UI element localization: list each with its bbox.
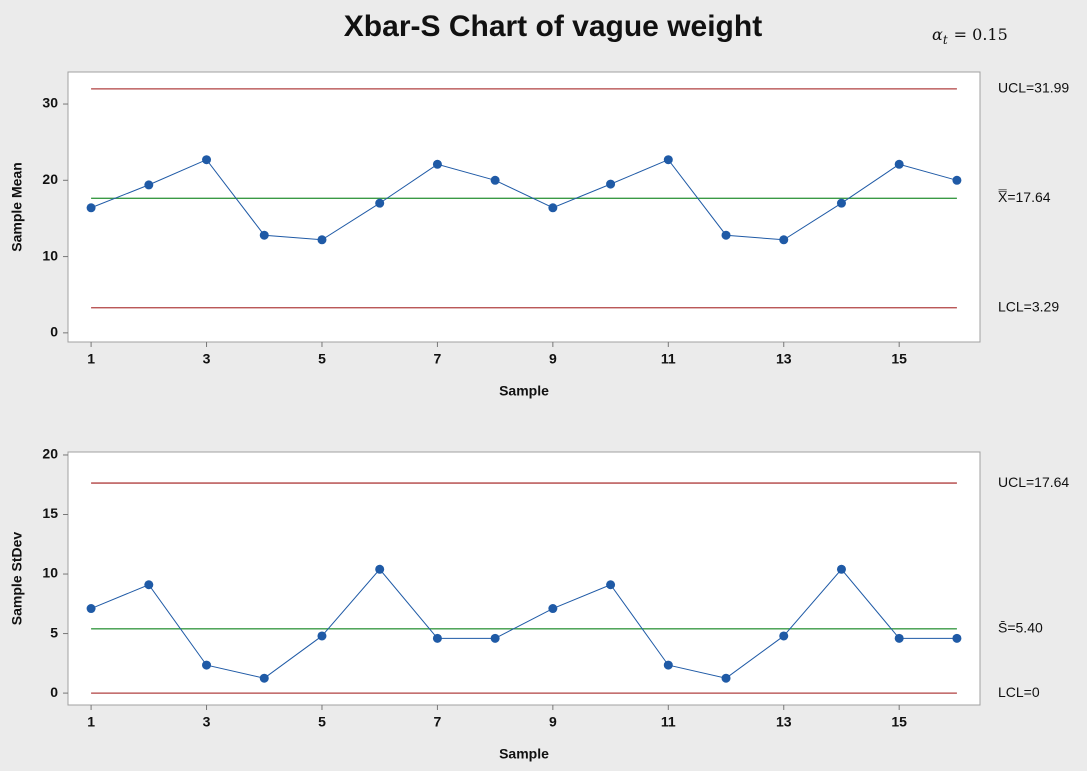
annotation-text: = 0.15 <box>954 25 1008 44</box>
data-point <box>490 633 500 643</box>
x-tick-label: 9 <box>549 714 557 730</box>
data-point <box>375 198 385 208</box>
control-limit-label: UCL=31.99 <box>998 80 1069 96</box>
x-tick-label: 3 <box>203 351 211 367</box>
data-point <box>548 604 558 614</box>
x-tick-label: 1 <box>87 714 95 730</box>
y-tick-label: 30 <box>42 95 58 111</box>
x-axis-label: Sample <box>499 746 549 762</box>
data-point <box>317 235 327 245</box>
annotation-symbol: α <box>932 25 943 44</box>
x-tick-label: 11 <box>661 714 676 730</box>
data-point <box>202 155 212 165</box>
data-point <box>144 580 154 590</box>
data-point <box>663 660 673 670</box>
data-point <box>836 198 846 208</box>
y-tick-label: 0 <box>50 684 58 700</box>
data-point <box>779 631 789 641</box>
x-tick-label: 5 <box>318 351 326 367</box>
data-point <box>490 175 500 185</box>
x-tick-label: 9 <box>549 351 557 367</box>
y-tick-label: 0 <box>50 324 58 340</box>
data-point <box>894 633 904 643</box>
control-limit-label: LCL=0 <box>998 684 1040 700</box>
y-axis-label: Sample StDev <box>9 532 25 626</box>
annotation-subscript: t <box>943 33 948 47</box>
x-tick-label: 15 <box>891 714 907 730</box>
y-tick-label: 5 <box>50 624 58 640</box>
x-tick-label: 13 <box>776 714 792 730</box>
data-point <box>259 673 269 683</box>
x-tick-label: 7 <box>434 351 442 367</box>
annotation: αt = 0.15 <box>932 25 1008 47</box>
data-point <box>663 155 673 165</box>
y-tick-label: 10 <box>42 565 58 581</box>
x-tick-label: 11 <box>661 351 676 367</box>
x-tick-label: 1 <box>87 351 95 367</box>
x-tick-label: 15 <box>891 351 907 367</box>
y-tick-label: 15 <box>42 505 58 521</box>
control-limit-label: S̄=5.40 <box>998 620 1043 636</box>
x-tick-label: 3 <box>203 714 211 730</box>
control-limit-label: X̿=17.64 <box>998 189 1051 205</box>
x-tick-label: 7 <box>434 714 442 730</box>
series-line <box>90 159 958 241</box>
data-point <box>779 235 789 245</box>
x-tick-label: 13 <box>776 351 792 367</box>
y-tick-label: 10 <box>42 247 58 263</box>
data-point <box>548 203 558 213</box>
data-point <box>432 159 442 169</box>
y-tick-label: 20 <box>42 446 58 462</box>
plot-area <box>67 451 981 706</box>
x-tick-label: 5 <box>318 714 326 730</box>
data-point <box>952 633 962 643</box>
data-point <box>606 179 616 189</box>
data-point <box>144 180 154 190</box>
y-tick-label: 20 <box>42 171 58 187</box>
data-point <box>894 159 904 169</box>
control-limit-label: LCL=3.29 <box>998 298 1059 314</box>
chart-title: Xbar-S Chart of vague weight <box>344 10 762 43</box>
data-point <box>721 230 731 240</box>
data-point <box>259 230 269 240</box>
data-point <box>836 564 846 574</box>
series-line <box>90 568 957 679</box>
y-axis-label: Sample Mean <box>9 162 25 251</box>
x-axis-label: Sample <box>499 383 549 399</box>
data-point <box>202 660 212 670</box>
data-point <box>86 604 96 614</box>
plot-area <box>67 71 981 343</box>
data-point <box>86 203 96 213</box>
data-point <box>432 633 442 643</box>
data-point <box>317 631 327 641</box>
data-point <box>952 175 962 185</box>
data-point <box>606 580 616 590</box>
data-point <box>375 564 385 574</box>
data-point <box>721 673 731 683</box>
control-limit-label: UCL=17.64 <box>998 474 1069 490</box>
